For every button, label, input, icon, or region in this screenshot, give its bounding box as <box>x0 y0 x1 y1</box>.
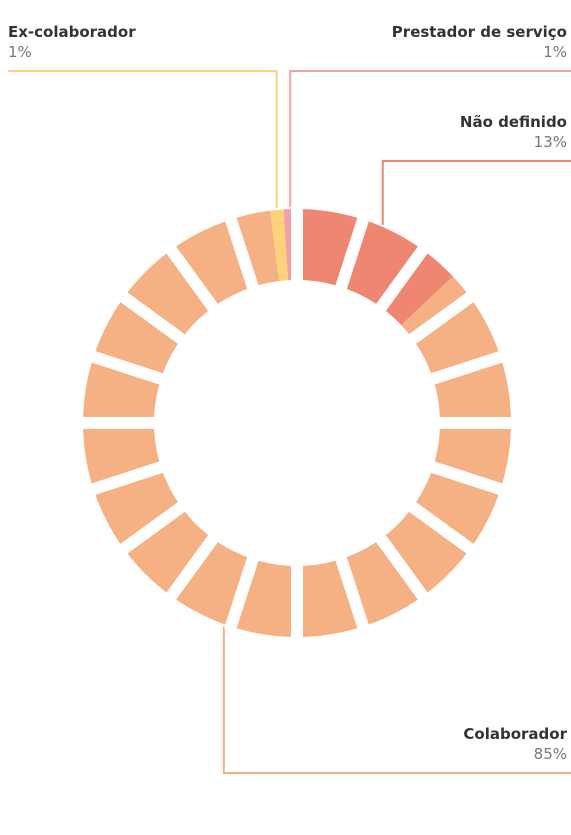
segment-gap <box>223 553 260 633</box>
leader-line <box>381 160 571 225</box>
segment-gap <box>405 290 477 347</box>
segment-gap <box>117 499 189 556</box>
leader-line <box>222 626 571 774</box>
segment-gap <box>405 499 477 556</box>
value-label: 1% <box>8 43 32 61</box>
segment-gap <box>87 460 167 497</box>
leader-line <box>8 70 278 208</box>
segment-gap <box>334 213 371 293</box>
segment-gap <box>373 531 430 603</box>
slice <box>297 209 453 326</box>
legend-label: Não definido <box>460 113 567 131</box>
slice <box>270 209 289 282</box>
value-label: 1% <box>543 43 567 61</box>
legend-label: Colaborador <box>463 725 567 743</box>
legend-label: Ex-colaborador <box>8 23 136 41</box>
legend-label: Prestador de serviço <box>392 23 567 41</box>
segment-gap <box>427 349 507 386</box>
segment-gap <box>87 349 167 386</box>
segment-gap <box>427 460 507 497</box>
segment-gap <box>164 531 221 603</box>
slice <box>82 210 511 638</box>
value-label: 85% <box>534 745 567 763</box>
segment-gap <box>223 213 260 293</box>
segment-gap <box>117 290 189 347</box>
segment-gap <box>373 243 430 315</box>
segment-gap <box>334 553 371 633</box>
leader-line <box>289 70 571 208</box>
value-label: 13% <box>534 133 567 151</box>
segment-gap <box>164 243 221 315</box>
